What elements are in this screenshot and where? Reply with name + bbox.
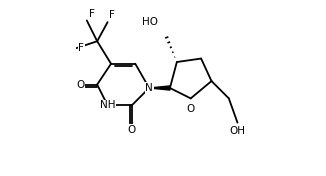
Text: OH: OH	[230, 126, 245, 136]
Text: NH: NH	[100, 100, 115, 110]
Text: O: O	[77, 80, 85, 90]
Text: N: N	[145, 83, 153, 93]
Text: HO: HO	[142, 17, 158, 27]
Text: O: O	[128, 125, 136, 135]
Text: F: F	[109, 10, 115, 20]
Text: F: F	[89, 9, 95, 19]
Text: F: F	[78, 43, 84, 53]
Text: O: O	[186, 104, 195, 114]
Polygon shape	[149, 86, 170, 90]
